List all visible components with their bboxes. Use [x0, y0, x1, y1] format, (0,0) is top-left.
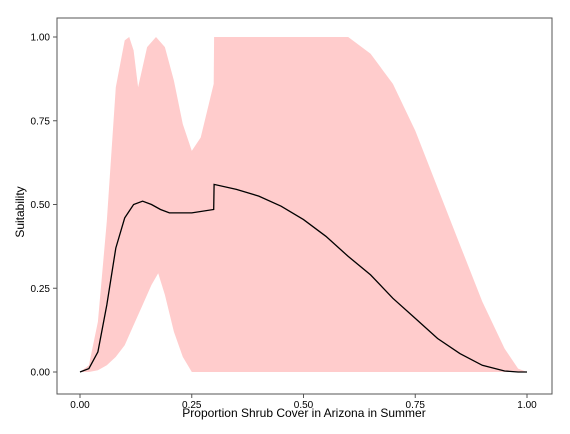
y-tick-label: 1.00 — [31, 33, 51, 44]
y-tick-label: 0.00 — [31, 368, 51, 379]
x-tick-label: 0.00 — [70, 400, 90, 411]
y-tick-label: 0.25 — [31, 284, 51, 295]
x-axis: 0.00 0.25 0.50 0.75 1.00 — [70, 394, 537, 411]
suitability-line-layer — [79, 183, 527, 373]
y-tick-label: 0.50 — [31, 200, 51, 211]
suitability-line — [79, 183, 527, 373]
x-tick-label: 0.50 — [294, 400, 314, 411]
x-axis-title: Proportion Shrub Cover in Arizona in Sum… — [182, 406, 425, 420]
y-tick-label: 0.75 — [31, 116, 51, 127]
x-tick-label: 0.25 — [182, 400, 202, 411]
y-axis-title: Suitability — [13, 186, 27, 237]
plot-frame — [56, 17, 553, 395]
confidence-band — [80, 37, 527, 372]
x-tick-label: 1.00 — [517, 400, 537, 411]
confidence-band-layer — [80, 37, 527, 372]
x-tick-label: 0.75 — [406, 400, 426, 411]
y-axis: 0.00 0.25 0.50 0.75 1.00 — [31, 33, 57, 379]
